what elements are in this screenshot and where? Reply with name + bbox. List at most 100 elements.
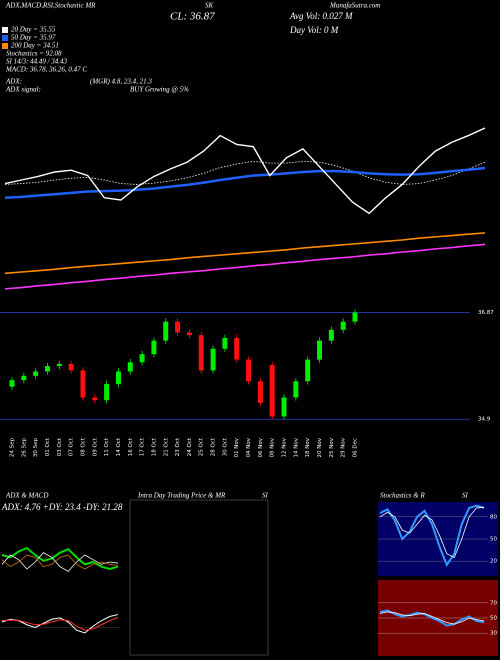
- candle-body: [210, 348, 216, 371]
- adx-values: (MGR) 4.8, 23.4, 21.3: [90, 78, 152, 86]
- y-tick-label: 70: [490, 600, 497, 606]
- candle-body: [340, 321, 346, 330]
- candle-body: [305, 359, 311, 382]
- panel-title: ADX & MACD: [5, 492, 48, 500]
- candle-body: [234, 337, 240, 360]
- legend-label: 200 Day = 34.51: [11, 42, 59, 50]
- candle-body: [104, 383, 110, 401]
- candle-body: [68, 363, 74, 371]
- adx-signal-label: ADX signal:: [5, 86, 41, 94]
- candle-body: [328, 329, 334, 341]
- x-tick-label: 11 Oct: [104, 437, 110, 456]
- day-vol: Day Vol: 0 M: [289, 25, 339, 35]
- x-tick-label: 14 Nov: [293, 437, 299, 457]
- candle-body: [44, 366, 50, 372]
- y-tick-label: 50: [490, 537, 497, 543]
- x-tick-label: 08 Nov: [270, 437, 276, 457]
- candle-body: [257, 381, 263, 403]
- legend-swatch: [2, 35, 8, 41]
- candle-body: [246, 359, 252, 382]
- x-tick-label: 24 Oct: [187, 437, 193, 456]
- x-tick-label: 23 Oct: [175, 437, 181, 456]
- panel-subtitle: ADX: 4.76 +DY: 23.4 -DY: 21.28: [1, 502, 123, 512]
- y-tick-label: 50: [490, 616, 497, 622]
- candle-body: [186, 332, 192, 336]
- x-tick-label: 09 Oct: [92, 437, 98, 456]
- rsi-line: [379, 609, 485, 627]
- candle-body: [139, 354, 145, 363]
- candle-body: [80, 370, 86, 398]
- stochastics: Stochastics = 92.08: [6, 50, 62, 58]
- stoch-line: [379, 504, 485, 568]
- stoch-line: [379, 506, 485, 559]
- candle-body: [281, 397, 287, 417]
- price-line: [4, 127, 486, 215]
- candle-body: [92, 397, 98, 401]
- x-tick-label: 18 Nov: [305, 437, 311, 457]
- x-tick-label: 30 Sep: [33, 438, 39, 458]
- legend-label: 50 Day = 35.97: [11, 34, 56, 42]
- level-label: 34.9: [478, 417, 491, 423]
- x-tick-label: 24 Sep: [10, 438, 16, 458]
- adx-label: ADX:: [5, 78, 22, 86]
- macd-line: [1, 614, 119, 634]
- candle-body: [293, 381, 299, 398]
- macd-line: [1, 617, 119, 631]
- adx-line: [1, 554, 119, 570]
- x-tick-label: 07 Oct: [69, 437, 75, 456]
- panel-title: Intra Day Trading Price & MR: [137, 492, 226, 500]
- candle-body: [151, 340, 157, 355]
- avg-vol: Avg Vol: 0.027 M: [289, 11, 353, 21]
- level-label: 36.87: [478, 310, 494, 316]
- macd: MACD: 36.78, 36.26, 0.47 C: [5, 66, 87, 74]
- y-tick-label: 30: [490, 631, 497, 637]
- panel-title-right: SI: [462, 492, 469, 500]
- x-tick-label: 26 Sep: [21, 438, 27, 458]
- x-tick-label: 04 Nov: [246, 437, 252, 457]
- x-tick-label: 01 Nov: [234, 437, 240, 457]
- adx-line: [1, 546, 119, 571]
- x-tick-label: 17 Oct: [140, 437, 146, 456]
- title-right: MunafaSutra.com: [329, 2, 380, 10]
- x-tick-label: 18 Oct: [151, 437, 157, 456]
- x-tick-label: 12 Nov: [282, 437, 288, 457]
- ma-line: [4, 243, 486, 290]
- x-tick-label: 28 Oct: [211, 437, 217, 456]
- candle-body: [269, 365, 275, 417]
- y-tick-label: 80: [490, 514, 497, 520]
- x-tick-label: 01 Oct: [45, 437, 51, 456]
- x-tick-label: 29 Nov: [341, 437, 347, 457]
- candle-body: [56, 363, 62, 367]
- ma-line: [4, 232, 486, 275]
- legend-label: 20 Day = 35.55: [11, 26, 56, 34]
- close-price: CL: 36.87: [170, 11, 215, 23]
- rsi: SI 14/3: 44.49 / 34.43: [6, 58, 68, 66]
- candle-body: [127, 362, 133, 372]
- intraday-box: [129, 499, 269, 656]
- x-tick-label: 08 Oct: [80, 437, 86, 456]
- adx-signal: BUY Growing @ 5%: [130, 86, 189, 94]
- x-tick-label: 03 Oct: [57, 437, 63, 456]
- x-tick-label: 30 Oct: [222, 437, 228, 456]
- y-tick-label: 20: [490, 559, 497, 565]
- candle-body: [33, 371, 39, 376]
- x-tick-label: 21 Oct: [163, 437, 169, 456]
- candle-body: [175, 321, 181, 333]
- ma-line: [4, 160, 486, 185]
- ma-line: [4, 166, 486, 200]
- title-left: ADX,MACD,RSI,Stochastic MR: [5, 2, 96, 10]
- x-tick-label: 06 Dec: [353, 438, 359, 457]
- x-tick-label: 06 Nov: [258, 437, 264, 457]
- candle-body: [222, 337, 228, 349]
- candle-body: [21, 375, 27, 381]
- panel-title-right: SI: [262, 492, 269, 500]
- legend-swatch: [2, 43, 8, 49]
- candle-body: [9, 380, 15, 387]
- candle-body: [198, 335, 204, 371]
- x-tick-label: 25 Nov: [329, 437, 335, 457]
- x-tick-label: 14 Oct: [116, 437, 122, 456]
- rsi-line: [379, 611, 485, 625]
- candle-body: [317, 340, 323, 360]
- x-tick-label: 25 Oct: [199, 437, 205, 456]
